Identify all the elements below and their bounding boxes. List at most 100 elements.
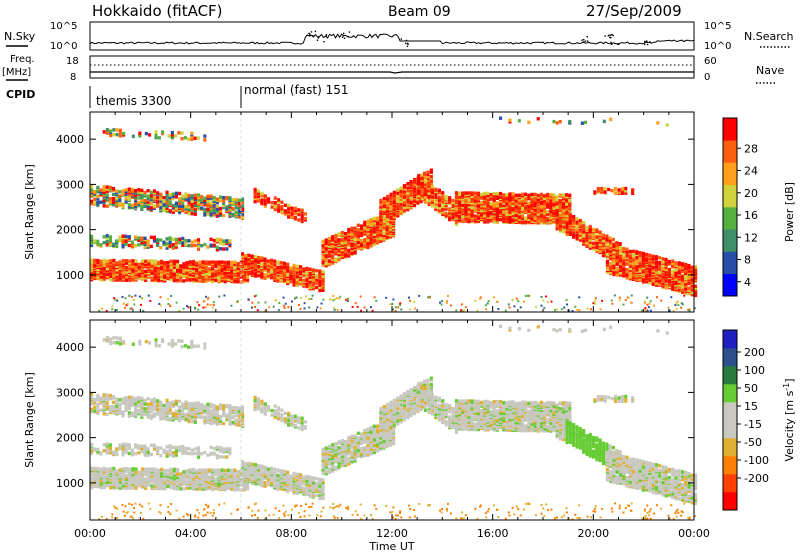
power-cell xyxy=(595,249,599,254)
power-cell xyxy=(105,274,109,279)
power-cell xyxy=(505,210,509,214)
power-cell xyxy=(311,278,315,282)
power-cell xyxy=(613,191,617,195)
power-cell xyxy=(376,216,380,220)
power-cell xyxy=(161,130,165,134)
power-cell xyxy=(667,306,670,309)
velocity-cell xyxy=(171,400,175,404)
power-cell xyxy=(612,247,616,252)
velocity-cell xyxy=(127,400,131,405)
power-cell xyxy=(156,260,160,265)
power-cell xyxy=(688,308,691,311)
colorbar-swatch xyxy=(723,118,737,141)
power-cell xyxy=(295,283,299,288)
power-cell xyxy=(671,269,675,274)
power-cell xyxy=(521,192,525,196)
power-cell xyxy=(193,196,197,201)
power-cell xyxy=(356,230,360,234)
power-cell xyxy=(648,269,652,274)
power-cell xyxy=(558,193,562,197)
power-cell xyxy=(517,201,521,205)
power-cell xyxy=(536,217,540,221)
power-cell xyxy=(222,213,226,218)
power-cell xyxy=(160,276,164,281)
power-cell xyxy=(195,277,199,281)
power-cell xyxy=(149,201,153,206)
power-cell xyxy=(273,259,277,263)
power-cell xyxy=(197,244,201,248)
velocity-cell xyxy=(96,393,100,398)
power-cell xyxy=(427,191,431,195)
power-cell xyxy=(612,265,616,270)
velocity-data-cells xyxy=(90,320,698,521)
power-cell xyxy=(204,274,208,279)
power-cell xyxy=(115,133,119,137)
power-cell xyxy=(108,200,112,204)
power-cell xyxy=(502,219,506,223)
nsearch-dot xyxy=(583,41,585,43)
power-cell xyxy=(90,241,94,245)
power-cell xyxy=(180,137,184,141)
power-cell xyxy=(191,277,195,281)
power-cell xyxy=(592,227,596,232)
power-cell xyxy=(198,264,202,269)
power-cell xyxy=(601,299,604,302)
power-cell xyxy=(165,201,169,205)
power-cell xyxy=(505,199,509,203)
power-cell xyxy=(530,219,534,224)
colorbar-swatch xyxy=(723,229,737,252)
velocity-cell xyxy=(118,402,122,406)
power-cell xyxy=(112,268,116,272)
power-cell xyxy=(270,205,274,209)
nsearch-dot xyxy=(604,35,606,37)
power-cell xyxy=(402,195,406,199)
power-cell xyxy=(345,298,348,301)
power-cell xyxy=(396,191,400,196)
power-cell xyxy=(146,204,150,209)
power-cell xyxy=(347,227,351,232)
power-cell xyxy=(273,201,277,205)
power-cell xyxy=(392,225,396,230)
velocity-cell xyxy=(178,405,182,409)
power-cell xyxy=(508,198,512,202)
power-cell xyxy=(290,208,294,213)
power-cell xyxy=(99,243,103,247)
power-cell xyxy=(134,196,138,200)
velocity-cell xyxy=(115,404,119,408)
power-cell xyxy=(149,235,153,239)
power-cell xyxy=(209,212,213,217)
power-cell xyxy=(486,208,490,212)
power-cell xyxy=(654,279,658,283)
power-cell xyxy=(140,188,144,192)
power-cell xyxy=(182,262,186,266)
power-cell xyxy=(185,271,189,275)
power-cell xyxy=(489,212,493,216)
power-cell xyxy=(123,306,126,309)
power-cell xyxy=(427,188,431,192)
power-cell xyxy=(476,203,480,208)
power-cell xyxy=(289,268,293,272)
power-cell xyxy=(389,303,392,306)
power-cell xyxy=(112,199,116,203)
power-cell xyxy=(379,218,383,222)
power-cell xyxy=(140,201,144,206)
power-cell xyxy=(144,269,148,273)
power-cell xyxy=(418,294,421,297)
power-cell xyxy=(654,255,658,259)
power-cell xyxy=(121,234,125,238)
velocity-cell xyxy=(152,406,156,411)
power-cell xyxy=(511,195,515,200)
power-cell xyxy=(376,225,380,229)
power-cell xyxy=(263,198,267,203)
power-cell xyxy=(467,191,471,195)
power-cell xyxy=(209,237,213,241)
power-cell xyxy=(286,271,290,275)
power-cell xyxy=(174,245,178,249)
power-cell xyxy=(169,271,173,275)
power-cell xyxy=(372,226,376,231)
power-cell xyxy=(409,180,413,184)
power-cell xyxy=(549,218,553,222)
power-cell xyxy=(546,216,550,221)
power-cell xyxy=(115,196,119,200)
